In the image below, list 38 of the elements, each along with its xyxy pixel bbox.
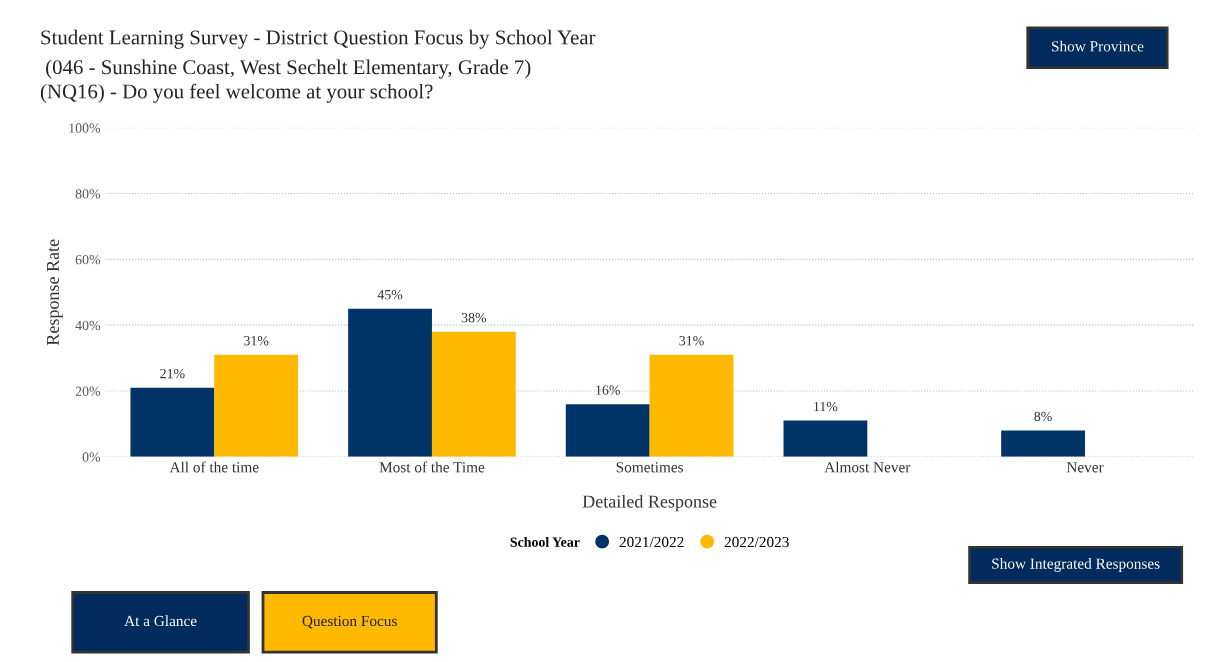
- legend-title: School Year: [510, 537, 580, 547]
- bar: [214, 354, 299, 457]
- bar: [1001, 430, 1085, 457]
- data-label: 45%: [377, 289, 403, 300]
- x-tick-label: Almost Never: [824, 461, 911, 473]
- legend-label: 2021/2022: [619, 536, 684, 548]
- data-label: 21%: [160, 368, 185, 379]
- chart-title: Student Learning Survey - District Question Focus by School Year: [41, 29, 596, 49]
- x-axis-title: Detailed Response: [582, 494, 717, 512]
- data-label: 11%: [814, 401, 838, 412]
- data-label: 31%: [679, 336, 704, 346]
- x-tick-label: Never: [1066, 462, 1104, 473]
- chart-subtitle: (046 - Sunshine Coast, West Sechelt Elementary, Grade 7) (NQ16) - Do you feel welcome at your school?: [40, 59, 531, 103]
- bar: [130, 387, 215, 457]
- y-tick-label: 20%: [75, 386, 101, 396]
- text: Show Province: [1052, 40, 1144, 52]
- text: Show Integrated Responses: [992, 558, 1160, 572]
- legend-label: 2022/2023: [724, 536, 789, 548]
- y-axis-title: Response Rate: [46, 239, 63, 346]
- bar: [348, 308, 432, 457]
- y-tick-label: 60%: [75, 254, 101, 265]
- data-label: 16%: [596, 385, 620, 395]
- x-tick-label: Sometimes: [616, 462, 684, 473]
- x-tick-label: Most of the Time: [379, 461, 485, 473]
- y-tick-label: 100%: [69, 123, 101, 133]
- y-tick-label: 40%: [75, 320, 101, 331]
- bar: [783, 420, 868, 457]
- bar: [649, 354, 734, 457]
- data-label: 8%: [1034, 411, 1052, 422]
- data-label: 31%: [244, 336, 269, 346]
- data-label: 38%: [461, 312, 487, 323]
- x-tick-label: All of the time: [169, 461, 259, 473]
- text: At a Glance: [124, 615, 197, 627]
- bar: [431, 331, 516, 457]
- y-tick-label: 80%: [75, 189, 101, 199]
- y-tick-label: 0%: [82, 452, 101, 462]
- text: Question Focus: [302, 615, 397, 629]
- bar: [565, 404, 650, 457]
